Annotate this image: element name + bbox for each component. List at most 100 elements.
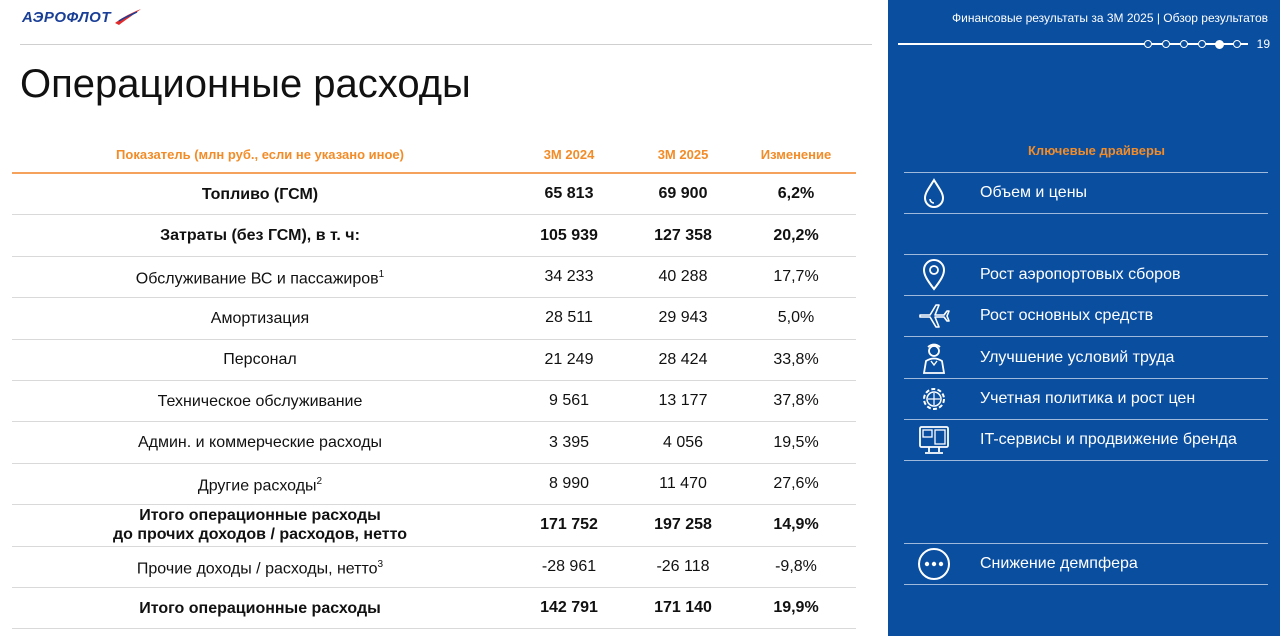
row-value-2024: -28 961: [541, 557, 597, 575]
row-value-2025: 28 424: [658, 350, 708, 368]
progress-dot[interactable]: [1180, 40, 1188, 48]
expenses-table: Показатель (млн руб., если не указано ин…: [12, 136, 856, 630]
footnote-marker: 3: [377, 559, 384, 571]
driver-label: Учетная политика и рост цен: [980, 390, 1196, 407]
row-change: -9,8%: [775, 557, 817, 575]
row-label: Итого операционные расходы: [139, 599, 381, 617]
row-value-2024: 105 939: [540, 226, 598, 244]
row-label: Прочие доходы / расходы, нетто3: [136, 559, 384, 578]
row-label: Топливо (ГСМ): [201, 185, 319, 203]
driver-label: Улучшение условий труда: [980, 349, 1175, 366]
header-3m-2025: 3М 2025: [657, 146, 709, 162]
row-label: Амортизация: [210, 309, 310, 327]
row-value-2025: 69 900: [658, 185, 708, 203]
footnote-marker: 1: [378, 269, 385, 281]
it-devices-icon: [916, 422, 952, 458]
row-label-line-1: Итого операционные расходы: [139, 507, 381, 525]
drivers-divider: [904, 172, 1268, 173]
logo-text: АЭРОФЛОТ: [22, 8, 112, 26]
progress-dot[interactable]: [1162, 40, 1170, 48]
aeroflot-logo: АЭРОФЛОТ: [22, 4, 143, 30]
row-change: 17,7%: [773, 267, 819, 285]
driver-item: Объем и цены: [904, 173, 1268, 214]
row-value-2025: 4 056: [662, 433, 704, 451]
row-value-2025: 13 177: [658, 392, 708, 410]
row-value-2024: 9 561: [548, 392, 590, 410]
driver-label: IT-сервисы и продвижение бренда: [980, 431, 1237, 448]
gear-icon: [916, 381, 952, 417]
more-dots-icon: [916, 546, 952, 582]
row-label: Админ. и коммерческие расходы: [137, 434, 383, 452]
header-3m-2024: 3М 2024: [543, 146, 595, 162]
table-row: Прочие доходы / расходы, нетто3 -28 961 …: [12, 547, 856, 588]
row-change: 33,8%: [773, 350, 819, 368]
page-number: 19: [1256, 37, 1270, 51]
row-value-2024: 34 233: [544, 267, 594, 285]
section-header: Финансовые результаты за 3М 2025 | Обзор…: [952, 11, 1268, 25]
row-value-2025: 11 470: [659, 474, 707, 492]
table-row: Обслуживание ВС и пассажиров1 34 233 40 …: [12, 257, 856, 299]
row-label: Другие расходы2: [197, 476, 323, 495]
row-change: 19,9%: [773, 599, 819, 617]
progress-track: [898, 39, 1248, 49]
row-value-2025: 197 258: [654, 516, 712, 534]
row-label: Затраты (без ГСМ), в т. ч:: [160, 227, 360, 245]
driver-item: Рост основных средств: [904, 296, 1268, 337]
driver-item: Рост аэропортовых сборов: [904, 255, 1268, 296]
drivers-panel: Финансовые результаты за 3М 2025 | Обзор…: [888, 0, 1280, 636]
row-change: 20,2%: [773, 226, 819, 244]
progress-dot[interactable]: [1198, 40, 1206, 48]
table-row: Персонал 21 249 28 424 33,8%: [12, 340, 856, 381]
driver-item: Учетная политика и рост цен: [904, 379, 1268, 420]
top-divider: [20, 44, 872, 45]
row-change: 6,2%: [777, 185, 815, 203]
row-value-2024: 28 511: [545, 309, 593, 327]
drivers-divider: [904, 254, 1268, 255]
table-row: Другие расходы2 8 990 11 470 27,6%: [12, 464, 856, 506]
table-row: Топливо (ГСМ) 65 813 69 900 6,2%: [12, 174, 856, 216]
footnote-marker: 2: [316, 476, 323, 488]
row-value-2024: 8 990: [548, 474, 590, 492]
driver-label: Рост основных средств: [980, 307, 1154, 324]
progress-dot-active[interactable]: [1215, 39, 1224, 49]
table-header: Показатель (млн руб., если не указано ин…: [12, 136, 856, 174]
row-value-2024: 21 249: [544, 350, 594, 368]
row-value-2024: 3 395: [548, 433, 590, 451]
driver-label: Объем и цены: [980, 184, 1088, 201]
fuel-drop-icon: [916, 175, 952, 211]
logo-wing-icon: [115, 9, 142, 25]
row-value-2025: 127 358: [654, 226, 712, 244]
driver-label: Снижение демпфера: [980, 555, 1138, 572]
row-change: 37,8%: [773, 392, 819, 410]
table-row: Админ. и коммерческие расходы 3 395 4 05…: [12, 422, 856, 464]
driver-item: IT-сервисы и продвижение бренда: [904, 420, 1268, 461]
driver-label: Рост аэропортовых сборов: [980, 266, 1181, 283]
row-change: 14,9%: [773, 516, 819, 534]
drivers-divider: [904, 543, 1268, 544]
row-change: 5,0%: [777, 309, 815, 327]
row-value-2025: -26 118: [656, 557, 710, 575]
driver-item: Снижение демпфера: [904, 544, 1268, 585]
row-value-2025: 171 140: [654, 599, 712, 617]
progress-dot[interactable]: [1233, 40, 1241, 48]
row-label: Персонал: [223, 351, 297, 369]
table-row: Техническое обслуживание 9 561 13 177 37…: [12, 381, 856, 423]
flight-attendant-icon: [916, 340, 952, 376]
row-label: Итого операционные расходы до прочих дох…: [12, 506, 508, 544]
row-value-2025: 40 288: [658, 267, 708, 285]
page-title: Операционные расходы: [20, 62, 471, 106]
row-change: 19,5%: [773, 433, 819, 451]
location-pin-icon: [916, 257, 952, 293]
row-label-line-2: до прочих доходов / расходов, нетто: [112, 526, 407, 544]
row-label: Техническое обслуживание: [157, 392, 363, 410]
row-label: Обслуживание ВС и пассажиров1: [135, 269, 385, 288]
driver-item: Улучшение условий труда: [904, 338, 1268, 379]
drivers-title: Ключевые драйверы: [1028, 143, 1166, 158]
table-row: Итого операционные расходы 142 791 171 1…: [12, 588, 856, 630]
airplane-icon: [916, 298, 952, 334]
table-row: Затраты (без ГСМ), в т. ч: 105 939 127 3…: [12, 215, 856, 257]
progress-dot[interactable]: [1144, 40, 1152, 48]
row-value-2024: 65 813: [544, 185, 594, 203]
header-change: Изменение: [760, 146, 832, 162]
row-value-2024: 142 791: [540, 599, 598, 617]
